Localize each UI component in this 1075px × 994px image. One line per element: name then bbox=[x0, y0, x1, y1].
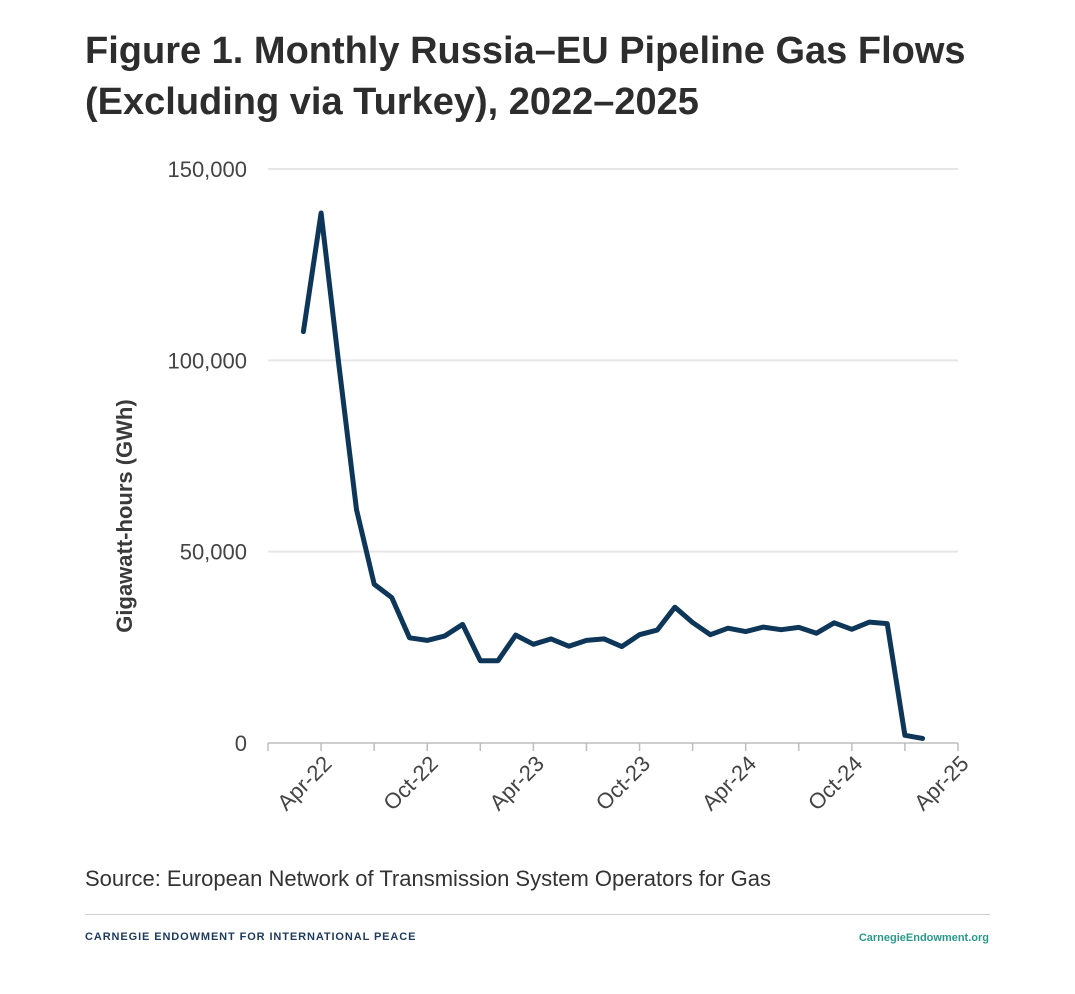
chart-title: Figure 1. Monthly Russia–EU Pipeline Gas… bbox=[85, 26, 1045, 128]
x-tick-label: Apr-24 bbox=[697, 751, 761, 815]
x-tick-label: Oct-22 bbox=[378, 751, 442, 815]
chart-title-line-2: (Excluding via Turkey), 2022–2025 bbox=[85, 81, 699, 123]
y-tick-label: 100,000 bbox=[167, 348, 247, 373]
x-tick-label: Oct-24 bbox=[803, 751, 867, 815]
chart-title-line-1: Figure 1. Monthly Russia–EU Pipeline Gas… bbox=[85, 30, 966, 72]
footer-divider bbox=[85, 914, 990, 915]
footer-org-name: CARNEGIE ENDOWMENT FOR INTERNATIONAL PEA… bbox=[85, 931, 417, 943]
x-tick-label: Apr-25 bbox=[909, 751, 973, 815]
x-tick-label: Oct-23 bbox=[591, 751, 655, 815]
y-axis-label: Gigawatt-hours (GWh) bbox=[112, 399, 137, 632]
source-note: Source: European Network of Transmission… bbox=[85, 866, 771, 891]
y-tick-label: 150,000 bbox=[167, 157, 247, 182]
footer-website-link[interactable]: CarnegieEndowment.org bbox=[858, 932, 989, 944]
series-line bbox=[300, 210, 926, 741]
x-tick-label: Apr-22 bbox=[272, 751, 336, 815]
y-tick-label: 50,000 bbox=[180, 540, 247, 565]
x-tick-label: Apr-23 bbox=[485, 751, 549, 815]
y-tick-label: 0 bbox=[235, 731, 247, 756]
